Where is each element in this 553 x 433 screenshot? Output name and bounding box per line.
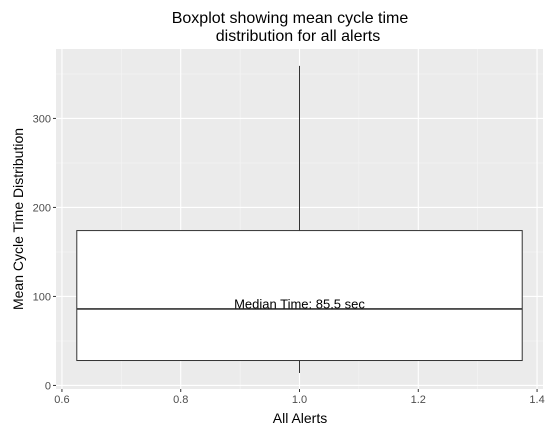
y-axis-title: Mean Cycle Time Distribution [10, 128, 26, 310]
x-tick-label: 1.4 [529, 394, 544, 406]
y-axis-ticks: 0 100 200 300 [33, 113, 56, 392]
x-tick-label: 1.0 [292, 394, 307, 406]
y-tick-label: 300 [33, 113, 51, 125]
interquartile-box [76, 230, 523, 362]
chart-title-line-2: distribution for all alerts [216, 28, 381, 45]
x-tick-label: 1.2 [411, 394, 426, 406]
x-tick-label: 0.6 [54, 394, 69, 406]
y-tick-label: 200 [33, 202, 51, 214]
chart-title-line-1: Boxplot showing mean cycle time [172, 10, 409, 27]
x-axis-ticks: 0.6 0.8 1.0 1.2 1.4 [54, 389, 545, 406]
x-axis-title: All Alerts [273, 410, 327, 426]
box-plot [76, 65, 523, 373]
y-tick-label: 100 [33, 291, 51, 303]
median-annotation: Median Time: 85.5 sec [234, 297, 365, 312]
x-tick-label: 0.8 [173, 394, 188, 406]
y-tick-label: 0 [45, 380, 51, 392]
